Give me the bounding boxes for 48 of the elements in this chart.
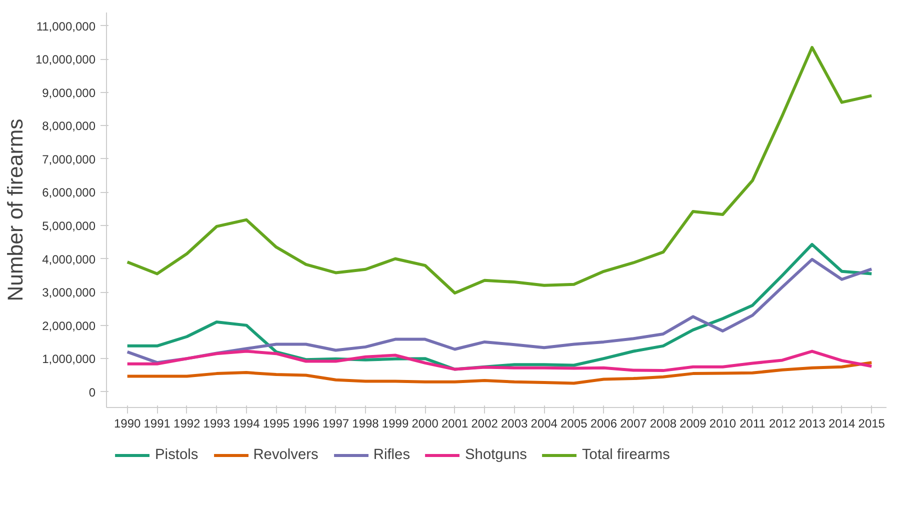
y-tick-label: 1,000,000 [42,352,96,366]
x-tick-label: 2014 [828,416,856,430]
y-tick-label: 11,000,000 [36,19,96,34]
x-tick-label: 1999 [382,416,409,430]
y-tick-label: 10,000,000 [35,52,96,67]
x-tick-label: 1994 [233,416,260,430]
y-tick-label: 4,000,000 [42,252,96,266]
x-tick-label: 2004 [530,416,558,430]
x-tick-label: 2003 [501,416,528,430]
x-tick-label: 1995 [262,416,290,430]
legend-label: Total firearms [582,447,670,463]
line-series [126,46,874,295]
x-tick-label: 2002 [471,416,498,430]
x-tick-label: 1990 [114,416,142,430]
x-tick-label: 2000 [412,416,439,430]
y-axis-title: Number of firearms [3,118,28,302]
x-tick-label: 1997 [322,416,350,430]
x-tick-label: 2005 [560,416,588,430]
x-tick-label: 1992 [174,416,201,430]
y-tick-label: 0 [88,385,96,400]
x-tick-label: 2012 [768,416,796,430]
y-tick-label: 7,000,000 [42,152,96,166]
y-tick-label: 2,000,000 [42,318,96,333]
y-tick-label: 6,000,000 [42,186,96,200]
y-tick-label: 8,000,000 [42,119,96,134]
x-tick-label: 1991 [144,416,171,430]
x-tick-label: 2008 [650,416,677,430]
x-tick-label: 2009 [680,416,707,430]
y-tick-label: 3,000,000 [42,286,96,300]
x-tick-label: 2011 [740,416,766,430]
line-series [126,258,874,364]
x-tick-label: 2015 [858,416,886,430]
x-tick-label: 1993 [203,416,230,430]
legend-label: Rifles [373,447,410,463]
legend-label: Shotguns [465,447,527,463]
y-tick-label: 9,000,000 [42,86,96,100]
line-series [126,350,874,372]
x-tick-label: 2013 [798,416,826,430]
x-tick-label: 2007 [620,416,648,430]
x-tick-label: 2006 [590,416,618,430]
legend-label: Pistols [155,447,198,463]
x-tick-label: 2010 [709,416,736,430]
x-tick-label: 2001 [441,416,468,430]
legend-label: Revolvers [253,447,318,463]
x-tick-label: 1996 [292,416,320,430]
y-tick-label: 5,000,000 [42,218,96,233]
line-series [126,361,874,385]
x-tick-label: 1998 [352,416,380,430]
